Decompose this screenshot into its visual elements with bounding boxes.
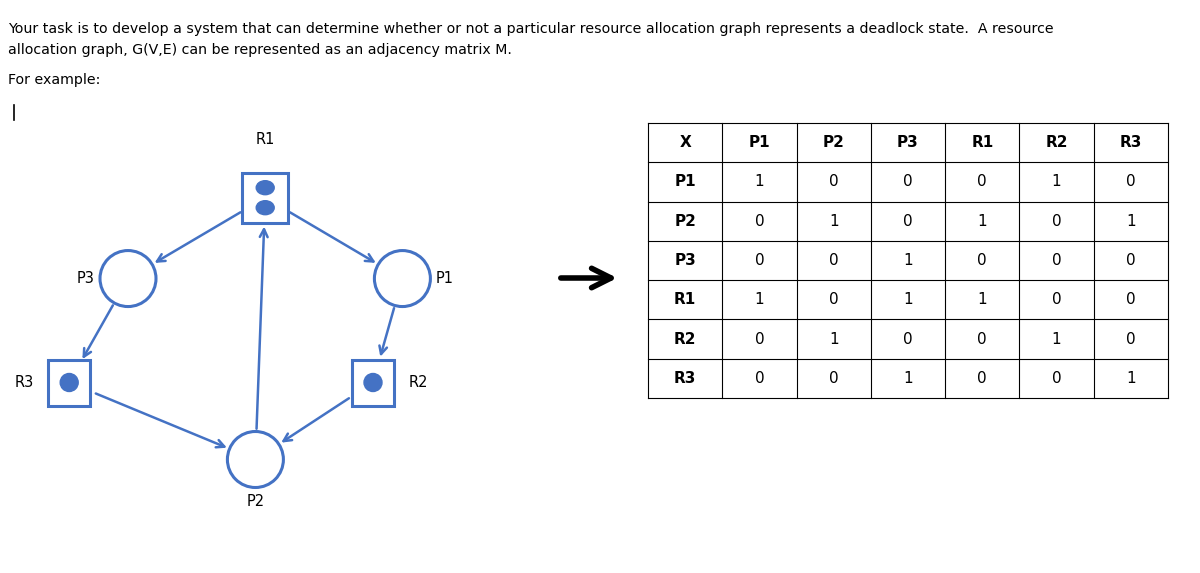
- Text: For example:: For example:: [8, 73, 101, 87]
- Text: X: X: [679, 135, 691, 150]
- Text: Your task is to develop a system that can determine whether or not a particular : Your task is to develop a system that ca…: [8, 22, 1054, 36]
- Circle shape: [60, 374, 78, 391]
- Bar: [242, 172, 288, 223]
- Text: R2: R2: [674, 332, 696, 347]
- Text: 0: 0: [1051, 253, 1061, 268]
- Text: 0: 0: [755, 332, 764, 347]
- Text: P1: P1: [436, 271, 454, 286]
- Text: P3: P3: [77, 271, 95, 286]
- Text: P2: P2: [674, 214, 696, 229]
- Text: P2: P2: [823, 135, 845, 150]
- Text: 0: 0: [1126, 292, 1135, 307]
- Circle shape: [100, 250, 156, 307]
- Text: 0: 0: [829, 371, 839, 386]
- Circle shape: [228, 431, 283, 488]
- Bar: [48, 359, 90, 406]
- Text: R3: R3: [674, 371, 696, 386]
- Text: 0: 0: [755, 371, 764, 386]
- Text: allocation graph, G(V,E) can be represented as an adjacency matrix M.: allocation graph, G(V,E) can be represen…: [8, 43, 512, 57]
- Text: R1: R1: [256, 132, 275, 147]
- Text: P1: P1: [674, 174, 696, 190]
- Text: R1: R1: [971, 135, 994, 150]
- Text: 0: 0: [1051, 214, 1061, 229]
- Text: 0: 0: [1126, 174, 1135, 190]
- Text: P3: P3: [674, 253, 696, 268]
- Text: 1: 1: [978, 292, 988, 307]
- Text: R2: R2: [408, 375, 427, 390]
- Text: 1: 1: [755, 292, 764, 307]
- Text: 0: 0: [1126, 253, 1135, 268]
- Text: 1: 1: [1051, 174, 1061, 190]
- Text: R3: R3: [14, 375, 34, 390]
- Text: 0: 0: [904, 214, 913, 229]
- Text: 1: 1: [755, 174, 764, 190]
- Text: 0: 0: [978, 332, 988, 347]
- Text: 0: 0: [978, 253, 988, 268]
- Text: 0: 0: [904, 174, 913, 190]
- Text: 0: 0: [904, 332, 913, 347]
- Text: 0: 0: [978, 174, 988, 190]
- Text: R3: R3: [1120, 135, 1142, 150]
- Text: 0: 0: [755, 214, 764, 229]
- Text: 1: 1: [829, 214, 839, 229]
- Ellipse shape: [257, 180, 274, 195]
- Text: P1: P1: [749, 135, 770, 150]
- Text: P3: P3: [898, 135, 919, 150]
- Text: 0: 0: [829, 253, 839, 268]
- Text: 1: 1: [1051, 332, 1061, 347]
- Text: 0: 0: [829, 292, 839, 307]
- Text: 0: 0: [1051, 371, 1061, 386]
- Text: 0: 0: [1051, 292, 1061, 307]
- Circle shape: [364, 374, 382, 391]
- Text: 0: 0: [1126, 332, 1135, 347]
- Text: R1: R1: [674, 292, 696, 307]
- Text: R2: R2: [1045, 135, 1068, 150]
- Text: 0: 0: [829, 174, 839, 190]
- Circle shape: [374, 250, 431, 307]
- Text: 1: 1: [904, 371, 913, 386]
- Text: 0: 0: [755, 253, 764, 268]
- Text: 1: 1: [978, 214, 988, 229]
- Bar: [352, 359, 394, 406]
- Text: P2: P2: [246, 494, 264, 509]
- Text: 1: 1: [1126, 371, 1135, 386]
- Text: 1: 1: [904, 253, 913, 268]
- Text: 0: 0: [978, 371, 988, 386]
- Text: 1: 1: [1126, 214, 1135, 229]
- Text: 1: 1: [829, 332, 839, 347]
- Ellipse shape: [257, 201, 274, 215]
- Text: 1: 1: [904, 292, 913, 307]
